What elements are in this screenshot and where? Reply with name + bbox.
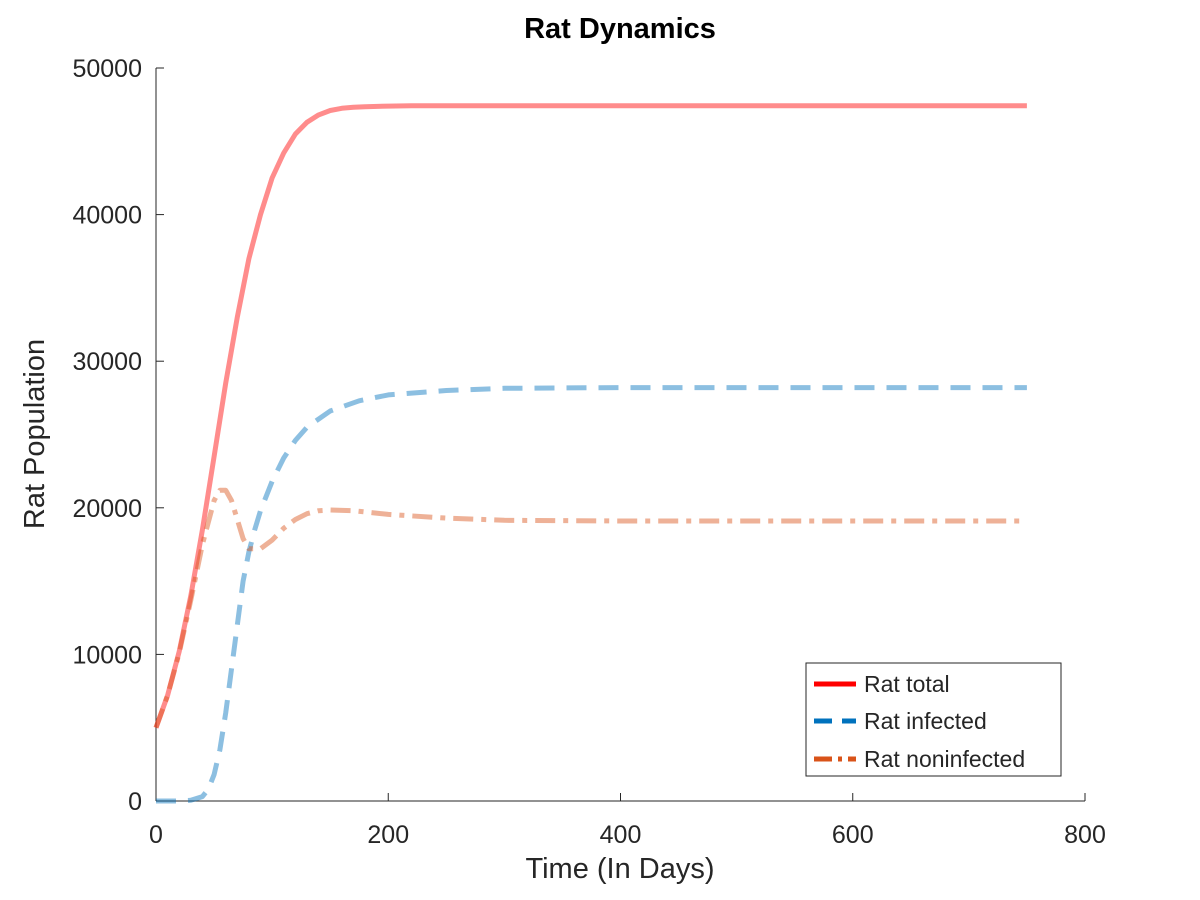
legend: Rat total Rat infected Rat noninfected bbox=[805, 662, 1062, 777]
x-tick-label: 800 bbox=[1064, 821, 1106, 849]
x-tick-label: 0 bbox=[149, 821, 163, 849]
y-tick-label: 30000 bbox=[72, 348, 142, 376]
axes: 0 200 400 600 800 0 10000 20000 30000 40000 50000 bbox=[72, 55, 1105, 849]
legend-label-rat-total: Rat total bbox=[864, 671, 950, 697]
series-layer bbox=[153, 103, 1027, 804]
series-line-rat-total bbox=[153, 103, 1027, 729]
x-tick-label: 200 bbox=[367, 821, 409, 849]
legend-label-rat-infected: Rat infected bbox=[864, 708, 987, 734]
x-tick-label: 600 bbox=[832, 821, 874, 849]
y-ticks: 0 10000 20000 30000 40000 50000 bbox=[72, 55, 164, 816]
series-line-rat-infected bbox=[156, 385, 1027, 804]
legend-label-rat-noninfected: Rat noninfected bbox=[864, 746, 1025, 772]
y-axis-title: Rat Population bbox=[19, 339, 51, 529]
y-tick-label: 0 bbox=[128, 788, 142, 816]
series-line-rat-noninfected bbox=[153, 487, 1027, 729]
chart-title: Rat Dynamics bbox=[524, 13, 716, 45]
y-tick-label: 40000 bbox=[72, 202, 142, 230]
x-tick-label: 400 bbox=[600, 821, 642, 849]
y-tick-label: 20000 bbox=[72, 495, 142, 523]
x-axis-title: Time (In Days) bbox=[525, 853, 714, 885]
y-tick-label: 50000 bbox=[72, 55, 142, 83]
x-ticks: 0 200 400 600 800 bbox=[149, 793, 1106, 849]
y-tick-label: 10000 bbox=[72, 641, 142, 669]
